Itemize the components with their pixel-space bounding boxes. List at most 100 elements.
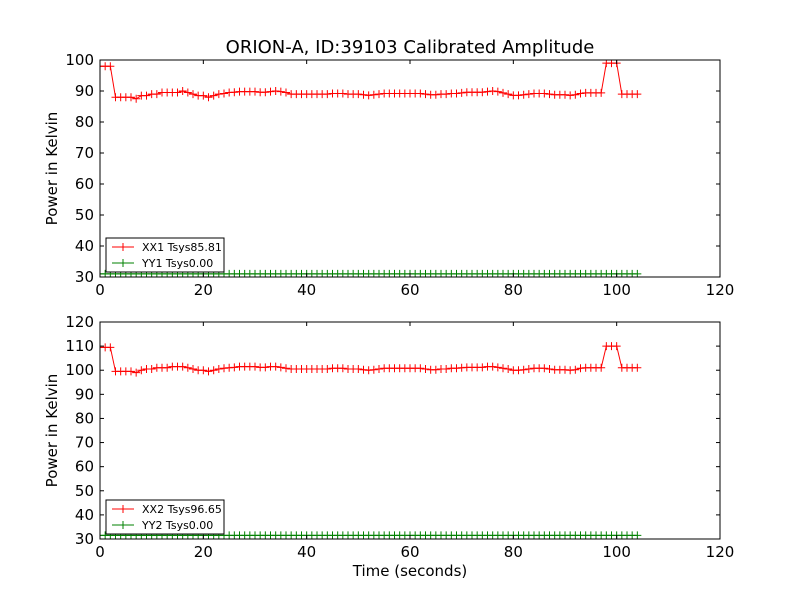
plot2-x-tick-label: 0 [95, 543, 105, 561]
plot2-series-1-point [478, 363, 487, 372]
plot1-series-1-point [132, 94, 141, 103]
plot2-series-2-point [633, 531, 642, 539]
plot1-series-1-point [230, 88, 239, 97]
plot1-series-1-point [416, 89, 425, 98]
plot1-y-tick-label: 100 [65, 51, 94, 69]
plot2-series-1-point [504, 365, 513, 374]
plot1-legend-box [105, 237, 225, 273]
plot1-series-1-point [540, 89, 549, 98]
plot1-series-1-point [214, 90, 223, 99]
plot1-series-1-point [189, 90, 197, 99]
plot1-series-1-point [152, 90, 161, 99]
plot2-legend: XX2 Tsys96.65 YY2 Tsys0.00 [105, 499, 225, 535]
plot2-x-tick-label: 60 [400, 543, 419, 561]
plot2-series-1-point [204, 367, 213, 376]
plot2-series-1-point [214, 365, 223, 374]
plot1-series-1-point [452, 89, 461, 98]
plot2-series-1-point [261, 363, 270, 372]
plot1-series-1-point [493, 87, 502, 96]
plot1-series-1-point [375, 90, 383, 99]
plot2: 0 20 40 60 80 100 120 30 40 50 60 70 80 90 100 110 120 Po… [43, 313, 734, 580]
plot1-series-1-point [519, 90, 528, 99]
plot1-series-1-point [199, 91, 208, 100]
plot2-series-1-point [612, 342, 621, 351]
plot2-series-1-point [163, 363, 172, 372]
plot2-series-1-point [519, 365, 528, 374]
plot2-series-1-point [369, 365, 378, 374]
plot2-series-1-point [323, 365, 332, 374]
plot2-series-1 [100, 342, 642, 377]
plot2-series-1-point [106, 343, 115, 352]
plot1-x-tick-label: 60 [400, 281, 419, 299]
plot1-series-1-point [106, 62, 115, 71]
plot2-y-tick-label: 70 [75, 434, 94, 452]
plot1-legend-marker [119, 243, 127, 251]
plot2-series-1-point [540, 364, 549, 373]
plot1-series-1-point [282, 88, 290, 97]
plot2-series-1-point [499, 364, 507, 373]
plot2-y-tick-label: 40 [75, 506, 94, 524]
plot2-series-1-point [354, 365, 363, 374]
plot1-series-1-point [633, 90, 642, 99]
plot1-series-1-point [478, 88, 487, 97]
plot1-series-1-point [431, 90, 440, 99]
plot1-series-1-point [499, 88, 507, 97]
plot1-y-tick-label: 70 [75, 144, 94, 162]
plot1-x-tick-label: 20 [194, 281, 213, 299]
plot1-series-1-point [576, 89, 585, 98]
plot2-y-tick-label: 100 [65, 361, 94, 379]
plot1-series-1-point [220, 89, 228, 98]
plot2-y-tick-label: 30 [75, 530, 94, 548]
plot2-series-1-point [493, 363, 502, 372]
plot2-x-tick-label: 120 [706, 543, 735, 561]
plot1-series-1-point [364, 91, 373, 100]
plot2-series-1-point [442, 365, 451, 374]
plot1-title: ORION-A, ID:39103 Calibrated Amplitude [226, 37, 595, 58]
plot2-legend-box [105, 499, 225, 535]
plot1-series-1-point [266, 87, 275, 96]
plot2-series-1-point [251, 362, 259, 371]
plot1-series-1-point [514, 91, 523, 100]
plot2-y-axis-label: Power in Kelvin [43, 374, 61, 488]
plot1-series-1-point [127, 93, 135, 102]
plot1-series-1-point [261, 88, 270, 97]
plot1-series-1-point [209, 91, 218, 100]
plot2-series-1-point [524, 365, 533, 374]
plot2-series-1-point [571, 365, 580, 374]
plot1-series-1-point [178, 87, 187, 95]
plot2-series-1-point [230, 363, 239, 372]
plot1-series-1-point [488, 87, 497, 95]
plot1-series-1-point [504, 90, 513, 99]
plot2-x-tick-label: 40 [297, 543, 316, 561]
plot2-legend-label: XX2 Tsys96.65 [142, 503, 222, 516]
plot1-x-tick-label: 40 [297, 281, 316, 299]
plot1-series-1-point [571, 90, 580, 99]
plot2-series-1-point [137, 366, 146, 375]
plot1: 0 20 40 60 80 100 120 30 40 50 60 70 80 90 100 ORION-A,… [43, 37, 734, 299]
plot2-series-1-point [199, 366, 208, 375]
plot1-series-1-point [204, 93, 213, 102]
plot2-series-1-point [375, 365, 383, 374]
plot1-legend-label: YY1 Tsys0.00 [141, 257, 213, 270]
plot1-series-1-point [354, 90, 363, 99]
plot2-series-1-point [189, 365, 197, 374]
plot1-series-1-point [457, 88, 466, 97]
plot2-series-1-point [127, 367, 135, 376]
plot1-series-1-point [561, 90, 569, 99]
plot2-series-1-point [431, 365, 440, 374]
plot1-x-tick-label: 80 [504, 281, 523, 299]
plot1-series-1-point [483, 87, 492, 96]
plot2-series-1-point [421, 365, 430, 374]
plot2-series-2 [100, 531, 642, 539]
plot1-series-1 [100, 60, 642, 103]
plot1-series-1-point [442, 90, 451, 99]
plot2-series-1-point [633, 363, 642, 372]
plot1-series-1-point [369, 90, 378, 99]
plot2-series-1-point [183, 363, 192, 372]
plot1-series-1-point [359, 90, 368, 99]
plot2-legend-label: YY2 Tsys0.00 [141, 519, 213, 532]
plot1-y-axis-label: Power in Kelvin [43, 112, 61, 226]
plot2-y-tick-label: 50 [75, 482, 94, 500]
plot2-series-1-point [271, 362, 280, 371]
